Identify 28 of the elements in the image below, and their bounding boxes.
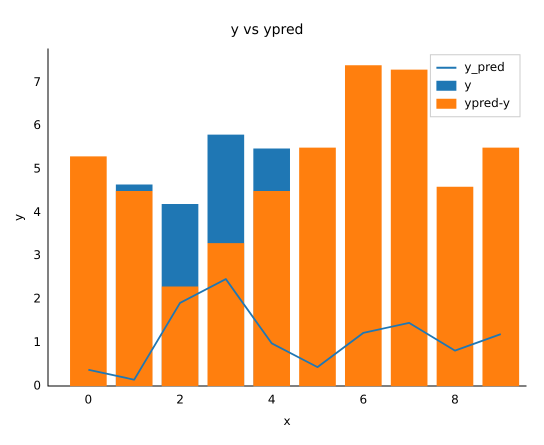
bar xyxy=(390,70,428,386)
y-tick-label: 6 xyxy=(33,118,42,132)
legend-label: y xyxy=(464,78,472,92)
y-tick-label: 4 xyxy=(33,204,42,219)
y-tick-label: 5 xyxy=(33,161,42,176)
y-tick-label: 0 xyxy=(33,378,42,392)
x-tick-label: 8 xyxy=(451,392,459,407)
bar xyxy=(70,156,107,386)
legend-label: ypred-y xyxy=(464,96,510,110)
bar xyxy=(482,148,520,386)
x-tick-label: 6 xyxy=(359,392,368,407)
legend-label: y_pred xyxy=(464,60,505,74)
bar xyxy=(299,148,336,386)
x-axis-title: x xyxy=(283,414,291,428)
y-tick-label: 7 xyxy=(33,74,42,89)
y-tick-label: 2 xyxy=(33,292,42,306)
y-tick-label: 1 xyxy=(33,334,42,349)
bar xyxy=(436,186,474,386)
y-tick-label: 3 xyxy=(33,248,42,262)
bar xyxy=(253,191,290,386)
x-tick-label: 2 xyxy=(176,392,184,407)
x-tick-label: 0 xyxy=(84,392,92,407)
chart-title: y vs ypred xyxy=(230,22,304,38)
bar xyxy=(162,286,198,386)
x-tick-label: 4 xyxy=(268,392,276,407)
bar xyxy=(208,243,244,386)
y-axis-title: y xyxy=(11,214,26,222)
bar xyxy=(344,65,382,386)
